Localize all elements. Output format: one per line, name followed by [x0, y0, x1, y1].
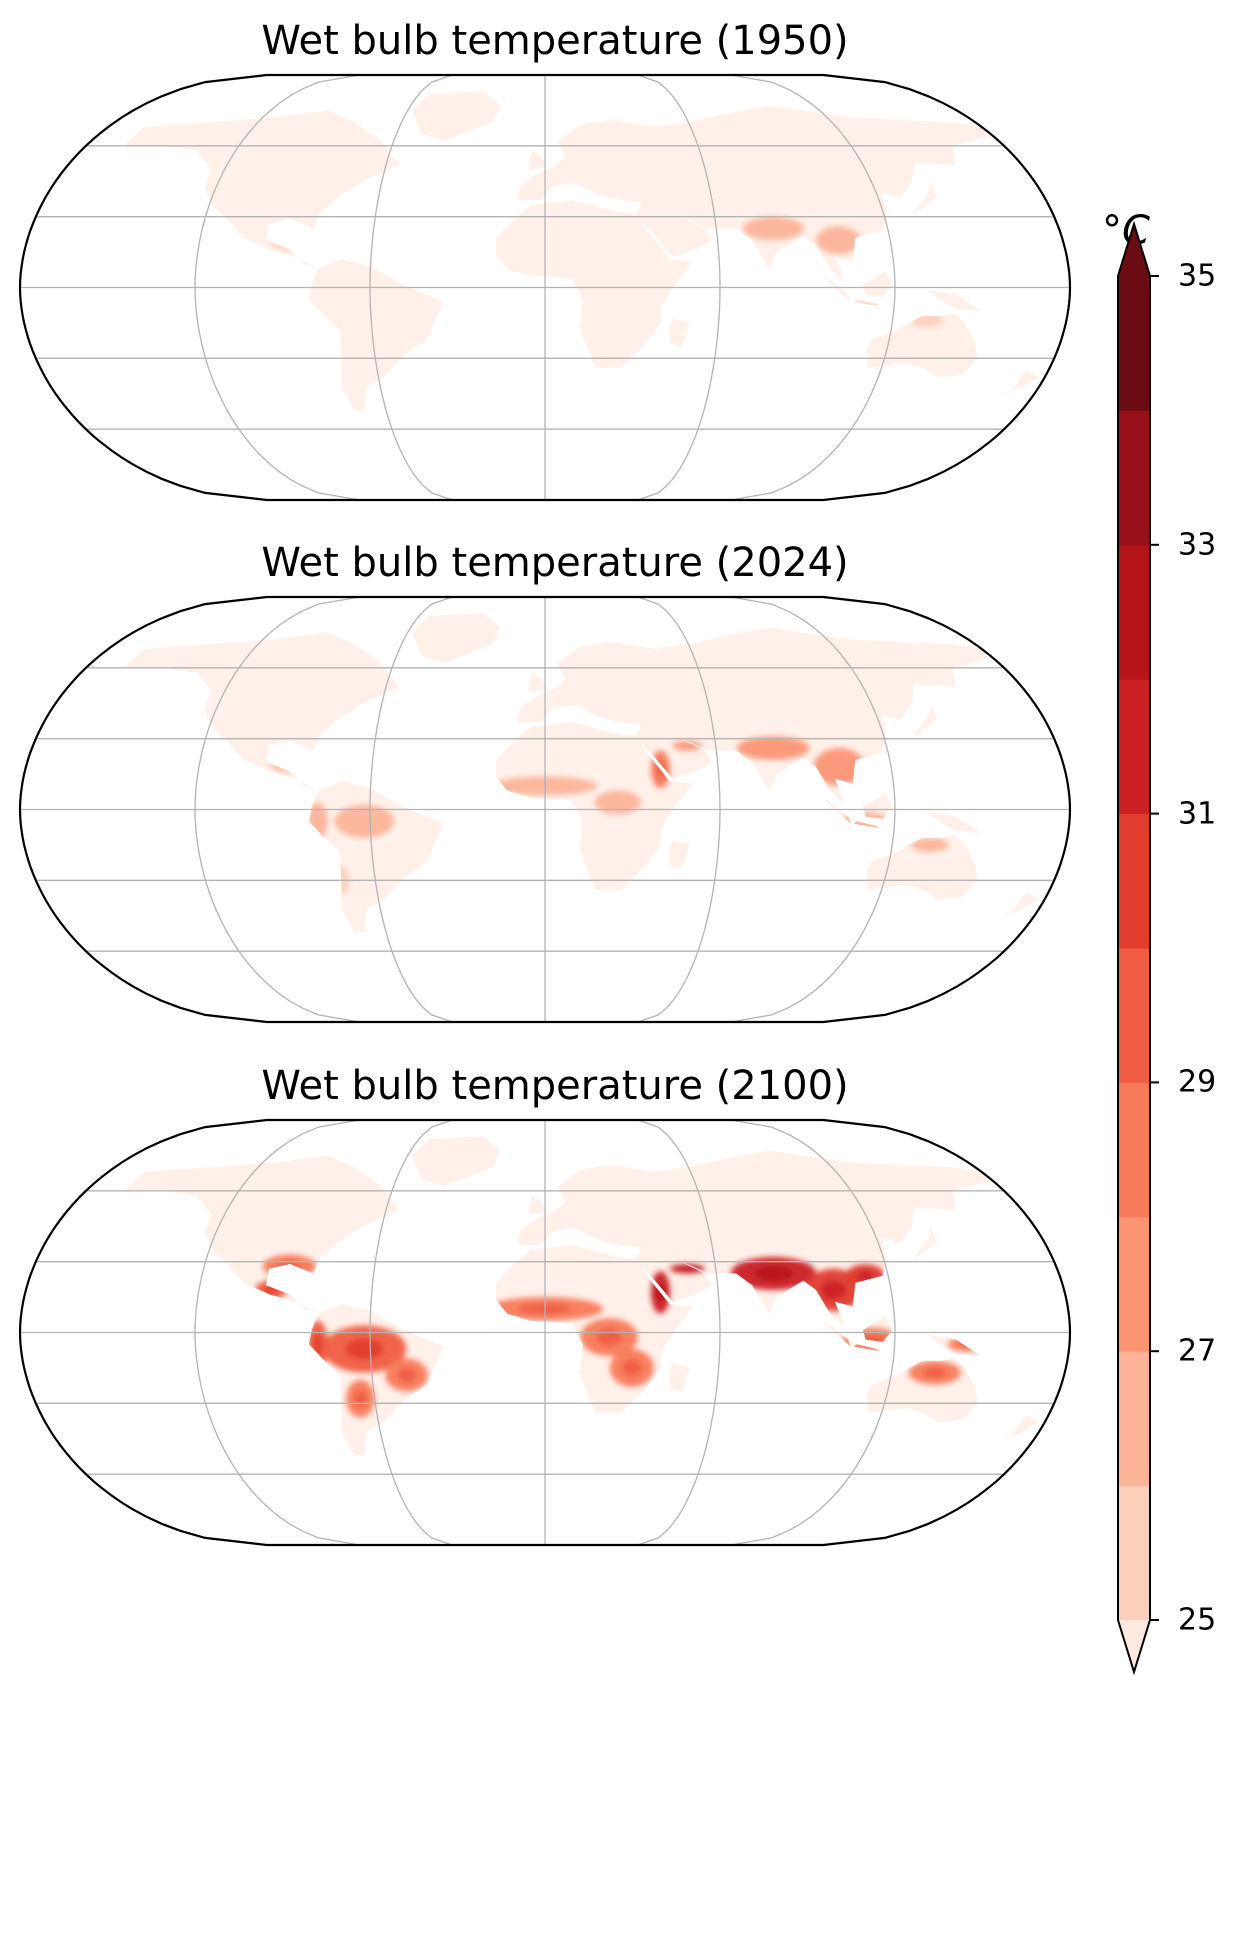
heat-hotspot-core — [621, 1359, 642, 1377]
heat-hotspot — [672, 741, 703, 751]
landmass-japan — [912, 181, 937, 215]
map-frame — [18, 73, 1072, 502]
heat-hotspot-core — [923, 1367, 947, 1378]
landmass-newguinea — [927, 811, 981, 834]
landmass-japan — [912, 703, 937, 737]
map-2024 — [18, 595, 1072, 1024]
panel-title-1950: Wet bulb temperature (1950) — [261, 18, 849, 64]
heat-hotspot — [334, 804, 395, 838]
heat-hotspot — [594, 790, 642, 815]
heat-hotspot-core — [313, 1333, 323, 1355]
heat-hotspot-core — [754, 1266, 793, 1281]
heat-hotspot-core — [396, 1367, 417, 1383]
landmass-australia — [867, 313, 978, 378]
map-1950 — [18, 73, 1072, 502]
map-frame — [18, 595, 1072, 1024]
panel-title-2100: Wet bulb temperature (2100) — [261, 1063, 849, 1109]
landmass-nz — [997, 370, 1040, 397]
landmass-greenland — [412, 613, 501, 664]
heat-hotspot — [813, 748, 865, 786]
landmass-indonesia1 — [821, 275, 851, 302]
colorbar-segment — [1118, 679, 1150, 815]
heat-hotspot-core — [820, 1280, 847, 1300]
colorbar-segment — [1118, 1485, 1150, 1621]
landmass-namerica — [124, 632, 400, 791]
map-content — [20, 75, 1070, 500]
landmass-namerica — [124, 1155, 400, 1314]
landmass-indonesia1 — [821, 797, 851, 824]
heat-hotspot-core — [345, 1338, 384, 1360]
landmass-uk — [529, 150, 548, 170]
landmass-japan — [912, 1226, 937, 1260]
landmass-eurasia — [517, 1150, 989, 1328]
landmass-greenland — [412, 1136, 501, 1187]
landmass-namerica — [124, 110, 400, 269]
landmass-madagascar — [669, 1363, 690, 1392]
map-frame — [18, 1118, 1072, 1547]
colorbar-segment — [1118, 410, 1150, 546]
colorbar-extend-min — [1118, 1620, 1150, 1672]
landmass-samerica — [309, 259, 444, 411]
colorbar-tick-label: 31 — [1178, 796, 1217, 832]
panel-title-2024: Wet bulb temperature (2024) — [261, 540, 849, 586]
colorbar-segment — [1118, 276, 1150, 411]
map-content — [20, 597, 1070, 1022]
heat-hotspot — [742, 216, 804, 241]
colorbar-tick-label: 35 — [1178, 258, 1217, 294]
colorbar-segment — [1118, 813, 1150, 949]
colorbar-tick-label: 27 — [1178, 1333, 1217, 1369]
colorbar-segment — [1118, 1082, 1150, 1218]
heat-hotspot-core — [856, 1270, 875, 1282]
map-2100 — [18, 1118, 1072, 1547]
colorbar-segment — [1118, 948, 1150, 1083]
landmass-madagascar — [669, 318, 690, 347]
landmass-eurasia — [517, 627, 989, 805]
colorbar-segment — [1118, 1216, 1150, 1352]
landmass-uk — [529, 1195, 548, 1215]
heat-hotspot — [736, 736, 810, 760]
colorbar-tick-label: 25 — [1178, 1602, 1217, 1638]
landmass-newguinea — [927, 289, 981, 312]
colorbar-segment — [1118, 1351, 1150, 1487]
landmass-borneo — [862, 271, 893, 297]
landmass-greenland — [412, 91, 501, 142]
landmass-madagascar — [669, 840, 690, 869]
landmass-nz — [997, 892, 1040, 919]
heat-hotspot — [910, 837, 949, 852]
landmass-australia — [867, 835, 978, 900]
landmass-nz — [997, 1415, 1040, 1442]
heat-hotspot — [816, 226, 861, 255]
landmass-eurasia — [517, 105, 989, 283]
colorbar-unit-label: °C — [1102, 208, 1150, 254]
colorbar-tick-label: 33 — [1178, 527, 1217, 563]
map-content — [20, 1120, 1070, 1545]
heat-hotspot-core — [679, 1266, 696, 1271]
landmass-uk — [529, 672, 548, 692]
colorbar-extend-max — [1118, 224, 1150, 276]
colorbar-tick-label: 29 — [1178, 1064, 1217, 1100]
colorbar-segment — [1118, 544, 1150, 680]
